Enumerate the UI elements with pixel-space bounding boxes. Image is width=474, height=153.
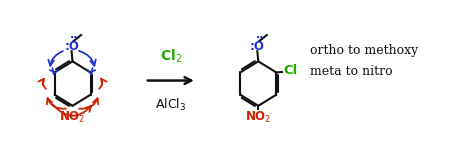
Text: NO$_2$: NO$_2$ <box>245 110 272 125</box>
Text: Cl: Cl <box>283 64 297 77</box>
Text: meta to nitro: meta to nitro <box>310 65 393 78</box>
Text: ⋅⋅: ⋅⋅ <box>255 33 264 43</box>
Text: ⋅⋅: ⋅⋅ <box>70 33 78 43</box>
Text: AlCl$_3$: AlCl$_3$ <box>155 97 186 113</box>
Text: Cl$_2$: Cl$_2$ <box>160 48 182 65</box>
Text: NO$_2$: NO$_2$ <box>59 110 86 125</box>
Text: :O: :O <box>64 40 79 53</box>
Text: ortho to methoxy: ortho to methoxy <box>310 44 419 57</box>
Text: :O: :O <box>250 40 265 53</box>
